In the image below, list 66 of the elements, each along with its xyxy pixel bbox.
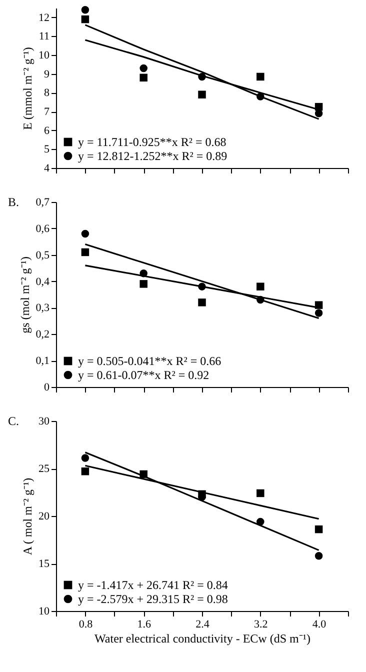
y-tick-label: 0,2 (36, 328, 50, 341)
point (256, 518, 264, 526)
y-tick-label: 4 (44, 162, 50, 174)
point (81, 6, 90, 14)
line-series (84, 243, 320, 320)
point (314, 110, 323, 118)
y-tick-label: 8 (44, 87, 50, 100)
point (140, 74, 148, 82)
point (140, 280, 148, 288)
y-tick-label: 25 (38, 463, 50, 475)
y-tick-label: 10 (38, 606, 50, 618)
y-tick-label: 0,6 (36, 222, 50, 235)
point (314, 309, 323, 317)
y-tick-label: 6 (44, 124, 50, 137)
y-axis-title: A ( mol m⁻² g⁻¹) (20, 478, 34, 556)
x-axis-title: Water electrical conductivity - ECw (dS m⁻¹) (94, 632, 310, 646)
point (140, 269, 148, 278)
point (256, 489, 264, 498)
y-tick-label: 5 (44, 144, 50, 156)
y-tick-label: 9 (44, 68, 50, 80)
legend-label: y = 11.711-0.925**x R² = 0.68 (78, 135, 226, 149)
point (81, 230, 90, 238)
point (314, 552, 323, 560)
y-tick-label: 11 (38, 30, 50, 43)
y-tick-label: 20 (38, 510, 50, 522)
point (81, 15, 90, 24)
x-tick-label: 3.2 (254, 618, 268, 630)
x-tick-label: 2.4 (196, 618, 210, 630)
x-tick-label: 4.0 (312, 618, 327, 630)
point (198, 72, 206, 81)
point (81, 454, 90, 462)
legend-label: y = -1.417x + 26.741 R² = 0.84 (78, 578, 228, 592)
point (198, 298, 206, 306)
y-tick-label: 12 (38, 12, 50, 24)
point (256, 92, 264, 100)
text: B. (8, 195, 20, 209)
y-tick-label: 30 (38, 416, 50, 428)
legend-label: y = 0.505-0.041**x R² = 0.66 (78, 354, 222, 368)
y-tick-label: 0,7 (36, 196, 50, 208)
y-axis-title: gs (mol m⁻² g⁻¹) (18, 256, 32, 334)
y-tick-label: 7 (44, 106, 50, 118)
point (198, 90, 206, 98)
point (314, 525, 323, 534)
point (81, 248, 90, 256)
y-tick-label: 0,4 (36, 276, 50, 288)
point (81, 467, 90, 476)
point (198, 282, 206, 290)
y-tick-label: 0 (44, 382, 50, 394)
point (256, 282, 264, 290)
y-tick-label: 0,5 (36, 249, 50, 262)
point (256, 296, 264, 304)
point (140, 470, 148, 478)
point (256, 72, 264, 81)
y-tick-label: 0,1 (36, 355, 50, 368)
y-tick-label: 10 (38, 50, 50, 62)
text: C. (8, 414, 20, 428)
legend-label: y = -2.579x + 29.315 R² = 0.98 (78, 592, 228, 606)
point (314, 301, 323, 309)
legend-label: y = 0.61-0.07**x R² = 0.92 (78, 368, 210, 382)
y-tick-label: 15 (38, 558, 50, 570)
y-tick-label: 0,3 (36, 302, 50, 314)
y-axis-title: E (mmol m⁻² g⁻¹) (20, 47, 34, 130)
x-tick-label: 0.8 (78, 618, 94, 630)
point (140, 64, 148, 72)
legend-label: y = 12.812-1.252**x R² = 0.89 (78, 149, 228, 163)
x-tick-label: 1.6 (137, 618, 152, 630)
